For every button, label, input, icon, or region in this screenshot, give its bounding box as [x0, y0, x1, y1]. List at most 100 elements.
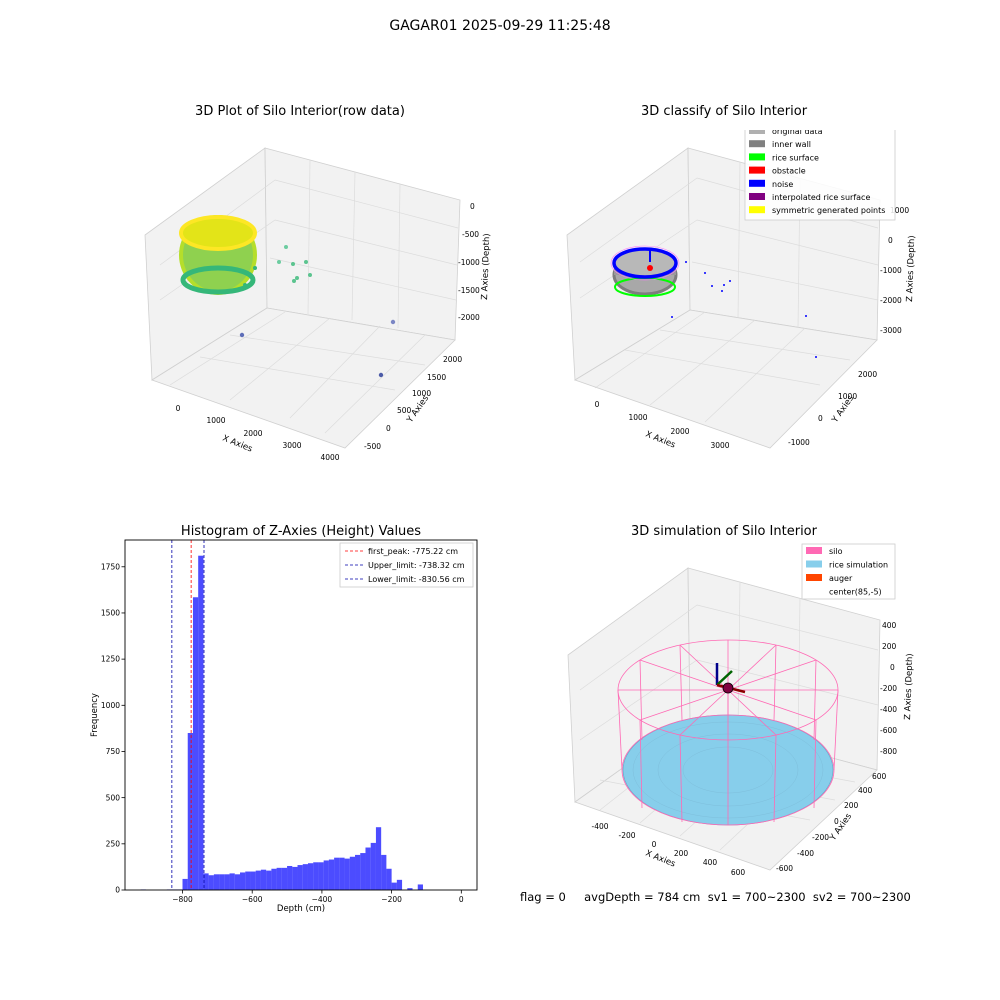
- histogram-ytick-label: 500: [106, 793, 121, 802]
- histogram-bar: [297, 865, 303, 890]
- plot1-title: 3D Plot of Silo Interior(row data): [195, 104, 405, 119]
- histogram-bar: [229, 873, 235, 890]
- histogram-title: Histogram of Z-Axies (Height) Values: [180, 524, 422, 539]
- histogram-bar: [370, 842, 376, 890]
- plot2-xtick: 1000: [628, 413, 647, 422]
- histogram-ytick-label: 250: [106, 839, 121, 848]
- plot2-ztick: 0: [888, 236, 893, 245]
- plot4-silo-wireframe: [617, 639, 839, 826]
- plot2-xtick: 3000: [710, 441, 729, 450]
- plot1-xtick: 4000: [320, 453, 339, 460]
- histogram-frame: [124, 539, 478, 891]
- plot4-title: 3D simulation of Silo Interior: [631, 524, 817, 539]
- plot4-legend-label: auger: [829, 574, 853, 583]
- plot4-ytick: 400: [858, 786, 873, 795]
- histogram-bar: [240, 872, 246, 890]
- histogram-bar: [255, 870, 261, 890]
- plot4-ztick: 400: [882, 621, 897, 630]
- histogram-legend-label: Lower_limit: -830.56 cm: [368, 575, 465, 584]
- plot4-ylabel: Y Axies: [828, 811, 855, 843]
- plot2-legend-swatch: [749, 179, 765, 187]
- histogram-bar: [281, 867, 288, 890]
- histogram-xtick-label: −800: [172, 895, 193, 904]
- plot2-legend-label: obstacle: [772, 167, 806, 176]
- plot2-legend-swatch: [749, 193, 765, 200]
- plot2-legend-swatch: [749, 140, 765, 148]
- plot2-ytick: 2000: [858, 370, 877, 379]
- plot4-xtick: 0: [652, 840, 657, 849]
- plot1-ztick: -2000: [458, 313, 480, 322]
- plot4-ztick: 0: [890, 663, 895, 672]
- histogram-bar: [224, 874, 230, 890]
- plot1-floor-pane: [151, 307, 456, 449]
- plot2-legend-label: symmetric generated points: [772, 206, 885, 215]
- plot4-ytick: 600: [872, 772, 887, 781]
- histogram-bar: [187, 733, 193, 890]
- plot4-legend-swatch: [806, 574, 822, 581]
- plot2-xtick: 0: [595, 400, 600, 409]
- histogram-bar: [344, 858, 350, 890]
- histogram-ytick-label: 750: [106, 747, 121, 756]
- plot2-legend-label: interpolated rice surface: [772, 193, 870, 202]
- plot1-scatter-points: [239, 245, 396, 378]
- plot2-ytick: 1000: [838, 392, 857, 401]
- histogram-ytick-label: 1500: [101, 609, 120, 618]
- plot1-ztick: 0: [470, 202, 475, 211]
- histogram-bar: [182, 878, 188, 890]
- plot2-legend-label: inner wall: [772, 140, 811, 149]
- status-line: flag = 0 avgDepth = 784 cm sv1 = 700~230…: [520, 890, 911, 904]
- plot4-legend-label: rice simulation: [829, 561, 888, 570]
- plot4-ytick: 200: [844, 801, 859, 810]
- plot4-xtick: 600: [731, 868, 746, 877]
- histogram-bar: [307, 863, 314, 890]
- histogram-bar: [213, 874, 220, 890]
- plot1-ytick: 500: [397, 406, 412, 415]
- plot2-xtick: 2000: [670, 427, 689, 436]
- plot4-xtick: -200: [618, 831, 635, 840]
- plot4-3d-axes: -400 -200 0 200 400 600 -600 -400 -200 0…: [567, 543, 915, 877]
- plot4-ztick: -400: [880, 705, 897, 714]
- histogram-bar: [355, 854, 361, 890]
- histogram-bar: [318, 862, 324, 890]
- plot4-xtick: 200: [674, 849, 689, 858]
- histogram-bar: [407, 888, 413, 890]
- plot4-ztick: 200: [882, 642, 897, 651]
- plot4-legend: silo rice simulation auger center(85,-5): [801, 543, 896, 600]
- plot1-zlabel: Z Axies (Depth): [480, 233, 492, 300]
- histogram-bar: [292, 866, 298, 890]
- histogram-bar: [381, 854, 387, 890]
- plot2-legend-swatch: [749, 130, 765, 134]
- plot4-xlabel: X Axies: [644, 849, 677, 870]
- plot1-ytick: 1000: [412, 389, 431, 398]
- plot1-ztick: -500: [462, 230, 479, 239]
- plot2-legend: original data inner wall rice surface obsta…: [744, 130, 896, 221]
- plot1-ytick: 0: [386, 424, 391, 433]
- plot4-xtick: 400: [703, 858, 718, 867]
- plot1-xtick: 0: [176, 404, 181, 413]
- histogram-ytick-label: 1000: [101, 701, 120, 710]
- histogram-bar: [203, 873, 209, 890]
- plot2-ytick: -1000: [788, 438, 810, 447]
- histogram-bar: [323, 860, 329, 890]
- plot1-back-pane: [264, 147, 461, 341]
- plot2-legend-label: rice surface: [772, 153, 819, 162]
- histogram-bar: [313, 862, 319, 890]
- histogram-bar: [219, 874, 225, 890]
- histogram-bar: [287, 865, 293, 890]
- plot1-xtick: 3000: [282, 441, 301, 450]
- plot2-title: 3D classify of Silo Interior: [640, 104, 808, 119]
- histogram-bar: [417, 884, 423, 890]
- plot1-ytick: 1500: [427, 373, 446, 382]
- histogram-bar: [234, 874, 241, 890]
- plot2-ztick: -1000: [880, 266, 902, 275]
- plot4-ytick: -600: [776, 864, 793, 873]
- histogram-bar: [198, 555, 204, 890]
- plot1-3d-axes: 0 1000 2000 3000 4000 -500 0 500 1000 15…: [144, 147, 492, 460]
- plot2-3d-axes: 0 1000 2000 3000 -1000 0 1000 2000 1000 …: [566, 130, 917, 451]
- plot4-ytick: -400: [797, 849, 814, 858]
- histogram-legend: first_peak: -775.22 cm Upper_limit: -738.…: [339, 542, 474, 588]
- plot4-legend-swatch: [806, 560, 822, 568]
- plot2-noise-points: [671, 261, 817, 358]
- plot4-xtick: -400: [591, 822, 608, 831]
- plot1-ztick: -1500: [458, 286, 480, 295]
